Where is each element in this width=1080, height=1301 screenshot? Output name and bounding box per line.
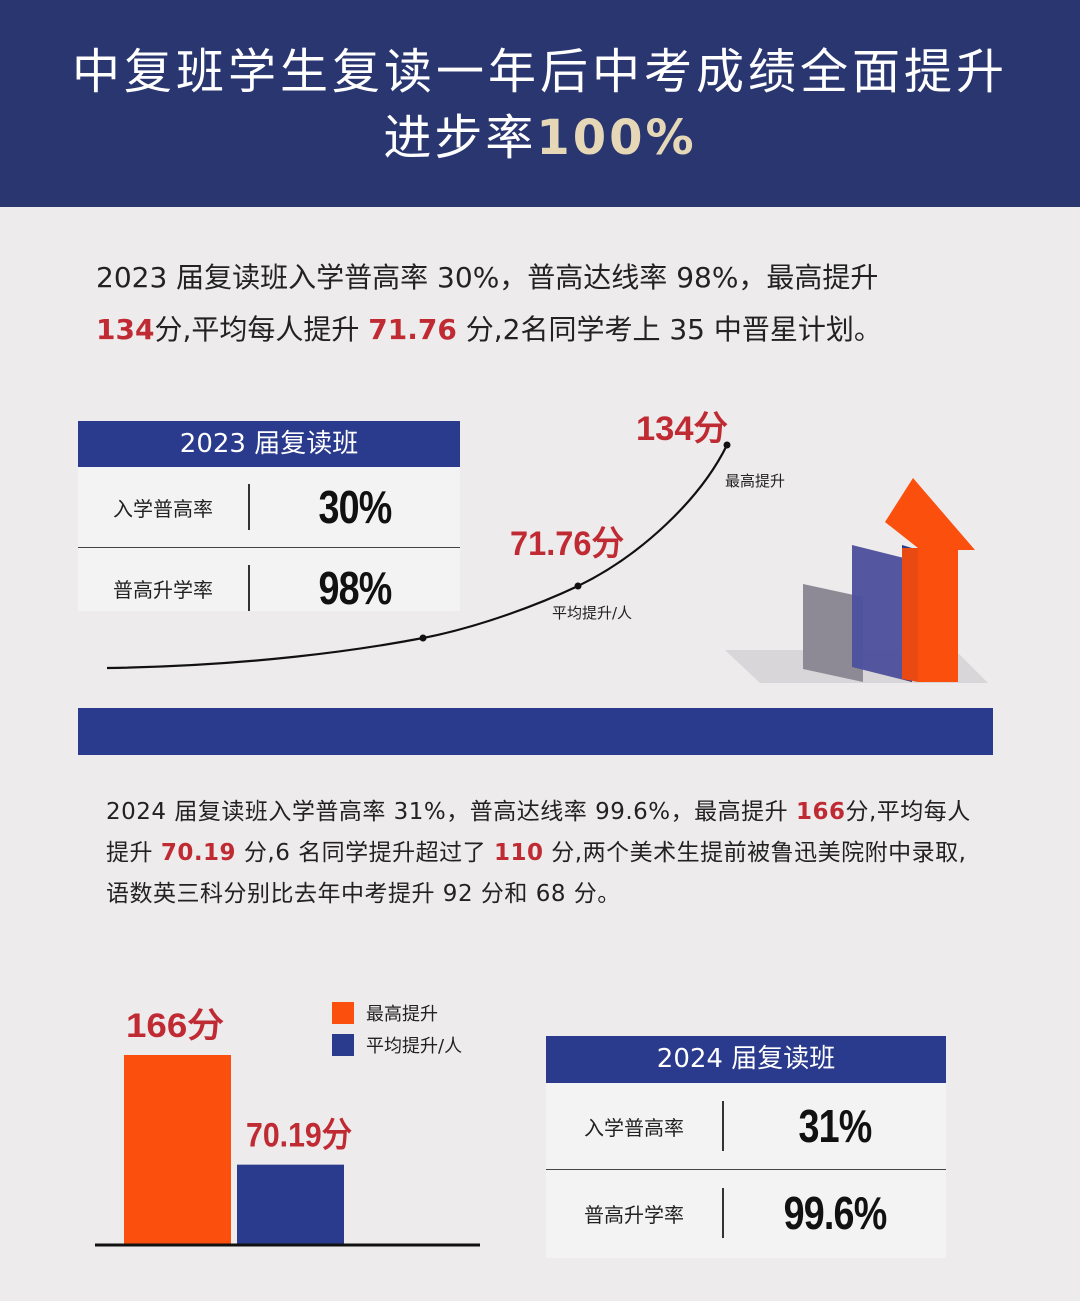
subtitle-prefix: 进步率 xyxy=(383,110,537,166)
bar-value-label: 166分 xyxy=(126,1007,224,1045)
curve-annotation: 最高提升 xyxy=(725,472,785,490)
divider xyxy=(248,484,250,530)
curve-annotation: 平均提升/人 xyxy=(552,604,632,622)
summary-2024-part4: 分,两个美术生提前被鲁迅美院附中录取,语数英三科分别比去年中考提升 92 分和 … xyxy=(106,840,967,907)
row-value: 30% xyxy=(318,481,392,533)
bar-value-label: 70.19分 xyxy=(246,1117,352,1155)
page-title: 中复班学生复读一年后中考成绩全面提升 xyxy=(71,44,1008,100)
table-row: 普高升学率 99.6% xyxy=(546,1170,946,1256)
growth-arrow-illustration xyxy=(725,478,988,683)
summary-2023: 2023 届复读班入学普高率 30%，普高达线率 98%，最高提升 134分,平均… xyxy=(96,252,996,356)
subtitle-accent: 100% xyxy=(536,110,697,166)
table-row: 入学普高率 30% xyxy=(78,467,460,547)
row-value: 98% xyxy=(318,562,392,614)
table-title-2024: 2024 届复读班 xyxy=(546,1036,946,1083)
curve-point xyxy=(574,582,582,590)
table-row: 入学普高率 31% xyxy=(546,1083,946,1169)
legend-swatch xyxy=(332,1034,354,1056)
curve-value-label: 134分 xyxy=(636,410,728,448)
page-subtitle: 进步率100% xyxy=(0,106,1080,170)
bar xyxy=(237,1164,344,1245)
legend-swatch xyxy=(332,1002,354,1024)
legend-label: 平均提升/人 xyxy=(366,1036,462,1057)
row-label: 普高升学率 xyxy=(584,1202,684,1227)
section-divider-band xyxy=(78,708,993,755)
curve-point xyxy=(723,441,731,449)
summary-2024-part2: 分,平均每人提升 xyxy=(106,799,971,866)
table-row: 普高升学率 98% xyxy=(78,548,460,628)
row-value: 31% xyxy=(798,1100,872,1152)
stats-table-2024: 2024 届复读班 入学普高率 31% 普高升学率 99.6% xyxy=(546,1036,946,1258)
summary-2023-part3: 分,2名同学考上 35 中晋星计划。 xyxy=(456,313,882,346)
legend-label: 最高提升 xyxy=(366,1004,438,1025)
row-value: 99.6% xyxy=(783,1187,888,1239)
bar xyxy=(124,1055,231,1245)
row-label: 入学普高率 xyxy=(584,1115,684,1140)
summary-2024: 2024 届复读班入学普高率 31%，普高达线率 99.6%，最高提升 166分… xyxy=(106,792,986,915)
divider xyxy=(722,1101,724,1151)
summary-2023-max: 134 xyxy=(96,313,155,346)
summary-2023-avg: 71.76 xyxy=(368,313,457,346)
row-label: 入学普高率 xyxy=(113,496,213,521)
table-title-2023: 2023 届复读班 xyxy=(78,421,460,467)
divider xyxy=(546,1169,946,1170)
header-banner: 中复班学生复读一年后中考成绩全面提升 进步率100% xyxy=(0,0,1080,207)
curve-start-point xyxy=(419,634,427,642)
summary-2024-part1: 2024 届复读班入学普高率 31%，普高达线率 99.6%，最高提升 xyxy=(106,799,796,825)
summary-2024-over: 110 xyxy=(493,840,544,866)
curve-value-label: 71.76分 xyxy=(510,525,624,563)
summary-2023-part2: 分,平均每人提升 xyxy=(154,313,369,346)
summary-2024-max: 166 xyxy=(795,799,846,825)
row-label: 普高升学率 xyxy=(113,577,213,602)
summary-2024-avg: 70.19 xyxy=(160,840,237,866)
divider xyxy=(248,565,250,611)
summary-2024-part3: 分,6 名同学提升超过了 xyxy=(236,840,494,866)
stats-table-2023: 2023 届复读班 入学普高率 30% 普高升学率 98% xyxy=(78,421,460,614)
summary-2023-part1: 2023 届复读班入学普高率 30%，普高达线率 98%，最高提升 xyxy=(96,261,879,294)
divider xyxy=(722,1188,724,1238)
